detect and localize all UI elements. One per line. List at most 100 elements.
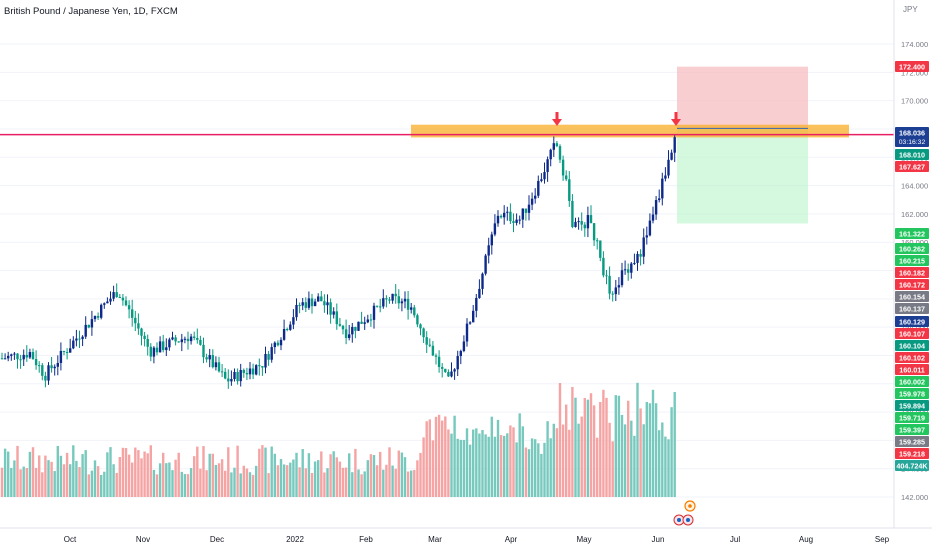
price-tag bbox=[895, 161, 929, 172]
volume-bar bbox=[87, 474, 90, 497]
volume-bar bbox=[537, 443, 540, 497]
flag-icon[interactable] bbox=[673, 514, 685, 526]
volume-bar bbox=[72, 445, 75, 497]
arrow-down-icon[interactable] bbox=[671, 112, 681, 126]
resistance-zone[interactable] bbox=[411, 124, 849, 138]
candle-body bbox=[354, 326, 357, 331]
volume-bar bbox=[335, 457, 338, 497]
candle-body bbox=[419, 324, 422, 329]
candle-body bbox=[490, 234, 493, 246]
volume-bar bbox=[131, 462, 134, 497]
price-tag-label: 159.285 bbox=[899, 438, 925, 447]
volume-bar bbox=[168, 462, 171, 497]
flag-icon[interactable] bbox=[682, 514, 694, 526]
volume-bar bbox=[515, 442, 518, 497]
volume-bar bbox=[183, 474, 187, 497]
candle-body bbox=[22, 354, 25, 360]
candle-body bbox=[372, 305, 376, 320]
volume-bar bbox=[422, 437, 425, 497]
volume-bar bbox=[394, 468, 397, 497]
candle-body bbox=[41, 365, 44, 376]
candle-body bbox=[651, 214, 655, 221]
candle-body bbox=[465, 323, 469, 342]
volume-bar bbox=[341, 467, 345, 497]
volume-bar bbox=[326, 468, 329, 497]
candle-body bbox=[180, 339, 183, 343]
candle-body bbox=[115, 292, 118, 298]
volume-bar bbox=[255, 465, 258, 497]
candle-body bbox=[636, 253, 639, 263]
candle-body bbox=[208, 355, 211, 360]
event-pin-icon[interactable] bbox=[684, 500, 696, 512]
candle-body bbox=[630, 263, 633, 273]
volume-bar bbox=[84, 450, 87, 497]
candle-body bbox=[273, 342, 276, 348]
volume-bar bbox=[419, 452, 422, 497]
candle-body bbox=[217, 362, 221, 372]
candle-body bbox=[152, 347, 156, 357]
candle-body bbox=[444, 368, 447, 373]
volume-bar bbox=[636, 382, 639, 497]
volume-bar bbox=[608, 422, 611, 497]
candle-body bbox=[189, 336, 193, 342]
volume-bar bbox=[100, 474, 103, 497]
price-tag-label: 160.137 bbox=[899, 305, 925, 314]
candle-body bbox=[289, 324, 292, 330]
stop-loss-zone[interactable] bbox=[677, 66, 808, 129]
volume-bar bbox=[468, 444, 472, 497]
price-tag-label: 160.102 bbox=[899, 354, 925, 363]
volume-bar bbox=[134, 447, 137, 497]
event-markers[interactable] bbox=[673, 500, 696, 526]
candle-body bbox=[614, 287, 617, 295]
arrow-down-icon[interactable] bbox=[552, 112, 562, 126]
volume-bar bbox=[301, 449, 304, 497]
candle-body bbox=[112, 292, 115, 299]
candle-body bbox=[25, 354, 28, 358]
candle-body bbox=[258, 365, 261, 367]
price-tag-label: 168.010 bbox=[899, 151, 925, 160]
volume-bar bbox=[251, 474, 255, 497]
candle-body bbox=[583, 224, 586, 229]
candle-body bbox=[348, 334, 351, 338]
volume-bar bbox=[388, 447, 391, 497]
candle-body bbox=[549, 149, 552, 160]
volume-bar bbox=[487, 436, 490, 497]
candle-body bbox=[140, 328, 143, 336]
candle-body bbox=[155, 347, 159, 353]
volume-bar bbox=[512, 427, 515, 497]
candle-body bbox=[555, 143, 559, 147]
volume-bar bbox=[366, 460, 369, 497]
volume-bar bbox=[193, 456, 196, 497]
volume-bar bbox=[78, 467, 81, 497]
volume-bar bbox=[623, 424, 627, 497]
volume-bar bbox=[19, 469, 22, 497]
volume-bar bbox=[248, 472, 252, 497]
price-tag bbox=[895, 436, 929, 447]
candle-body bbox=[53, 366, 56, 369]
price-tag-label: 160.011 bbox=[899, 366, 925, 375]
candle-body bbox=[633, 262, 636, 264]
candle-body bbox=[413, 307, 416, 316]
volume-bar bbox=[534, 439, 537, 497]
take-profit-zone[interactable] bbox=[677, 128, 808, 224]
volume-bars bbox=[0, 382, 676, 497]
candle-body bbox=[397, 296, 400, 304]
candle-body bbox=[425, 337, 428, 345]
price-tick-label: 170.000 bbox=[901, 97, 928, 106]
volume-bar bbox=[28, 451, 32, 497]
candle-body bbox=[654, 200, 658, 215]
candle-body bbox=[623, 269, 627, 271]
candle-body bbox=[527, 204, 531, 213]
candle-body bbox=[65, 352, 69, 354]
time-axis[interactable]: Oct Nov Dec 2022 Feb Mar Apr May Jun Jul Aug Sep bbox=[0, 527, 932, 544]
volume-bar bbox=[592, 405, 596, 497]
price-tick-label: 162.000 bbox=[901, 210, 928, 219]
volume-bar bbox=[437, 414, 441, 497]
volume-bar bbox=[47, 460, 50, 497]
candle-body bbox=[388, 299, 391, 301]
volume-bar bbox=[16, 445, 19, 497]
candle-body bbox=[503, 212, 506, 218]
volume-bar bbox=[642, 424, 645, 497]
volume-bar bbox=[630, 420, 633, 497]
